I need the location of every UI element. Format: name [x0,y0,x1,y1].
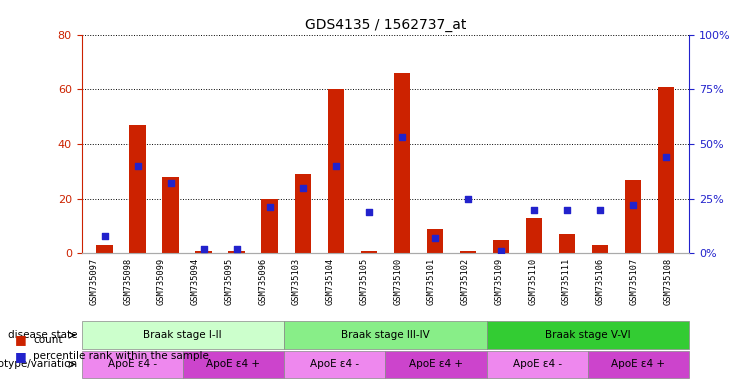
Text: ApoE ε4 -: ApoE ε4 - [107,359,156,369]
Text: GSM735101: GSM735101 [427,257,436,305]
Text: GSM735110: GSM735110 [528,257,537,305]
Bar [393,73,410,253]
Point [99,233,110,239]
Point [528,207,540,213]
Bar [228,251,245,253]
Text: ■: ■ [15,350,27,363]
Text: GSM735103: GSM735103 [292,257,301,305]
Bar [262,199,278,253]
Bar [294,174,311,253]
Point [198,246,210,252]
Text: Braak stage I-II: Braak stage I-II [144,330,222,340]
Point [297,185,309,191]
Point [165,180,176,187]
Text: GSM735100: GSM735100 [393,257,402,305]
Text: GSM735095: GSM735095 [225,257,233,305]
Text: ApoE ε4 -: ApoE ε4 - [513,359,562,369]
Text: ApoE ε4 -: ApoE ε4 - [310,359,359,369]
Point [330,163,342,169]
Text: GSM735098: GSM735098 [123,257,132,305]
Title: GDS4135 / 1562737_at: GDS4135 / 1562737_at [305,18,466,32]
Point [264,204,276,210]
Text: GSM735099: GSM735099 [157,257,166,305]
Bar [162,177,179,253]
Point [627,202,639,209]
Text: GSM735108: GSM735108 [663,257,672,305]
Point [132,163,144,169]
Text: genotype/variation: genotype/variation [0,359,78,369]
Text: GSM735106: GSM735106 [596,257,605,305]
Text: GSM735109: GSM735109 [494,257,503,305]
Text: ■: ■ [15,333,27,346]
Bar [196,251,212,253]
Bar [658,86,674,253]
Text: GSM735094: GSM735094 [190,257,199,305]
Text: GSM735096: GSM735096 [258,257,268,305]
Bar [328,89,344,253]
Bar [525,218,542,253]
Bar [493,240,509,253]
Text: Braak stage III-IV: Braak stage III-IV [341,330,430,340]
Text: Braak stage V-VI: Braak stage V-VI [545,330,631,340]
Bar [592,245,608,253]
Point [594,207,606,213]
Text: ApoE ε4 +: ApoE ε4 + [207,359,260,369]
Text: disease state: disease state [8,330,78,340]
Bar [427,229,443,253]
Text: GSM735102: GSM735102 [461,257,470,305]
Text: ApoE ε4 +: ApoE ε4 + [409,359,463,369]
Text: GSM735105: GSM735105 [359,257,368,305]
Point [660,154,672,160]
Text: ApoE ε4 +: ApoE ε4 + [611,359,665,369]
Point [396,134,408,141]
Text: GSM735097: GSM735097 [90,257,99,305]
Point [462,196,473,202]
Text: count: count [33,335,63,345]
Bar [130,125,146,253]
Bar [625,180,641,253]
Bar [96,245,113,253]
Text: GSM735104: GSM735104 [326,257,335,305]
Text: GSM735111: GSM735111 [562,257,571,305]
Bar [559,234,575,253]
Bar [361,251,377,253]
Bar [459,251,476,253]
Point [429,235,441,241]
Text: percentile rank within the sample: percentile rank within the sample [33,351,209,361]
Text: GSM735107: GSM735107 [630,257,639,305]
Point [363,209,375,215]
Point [495,248,507,254]
Point [561,207,573,213]
Point [230,246,242,252]
